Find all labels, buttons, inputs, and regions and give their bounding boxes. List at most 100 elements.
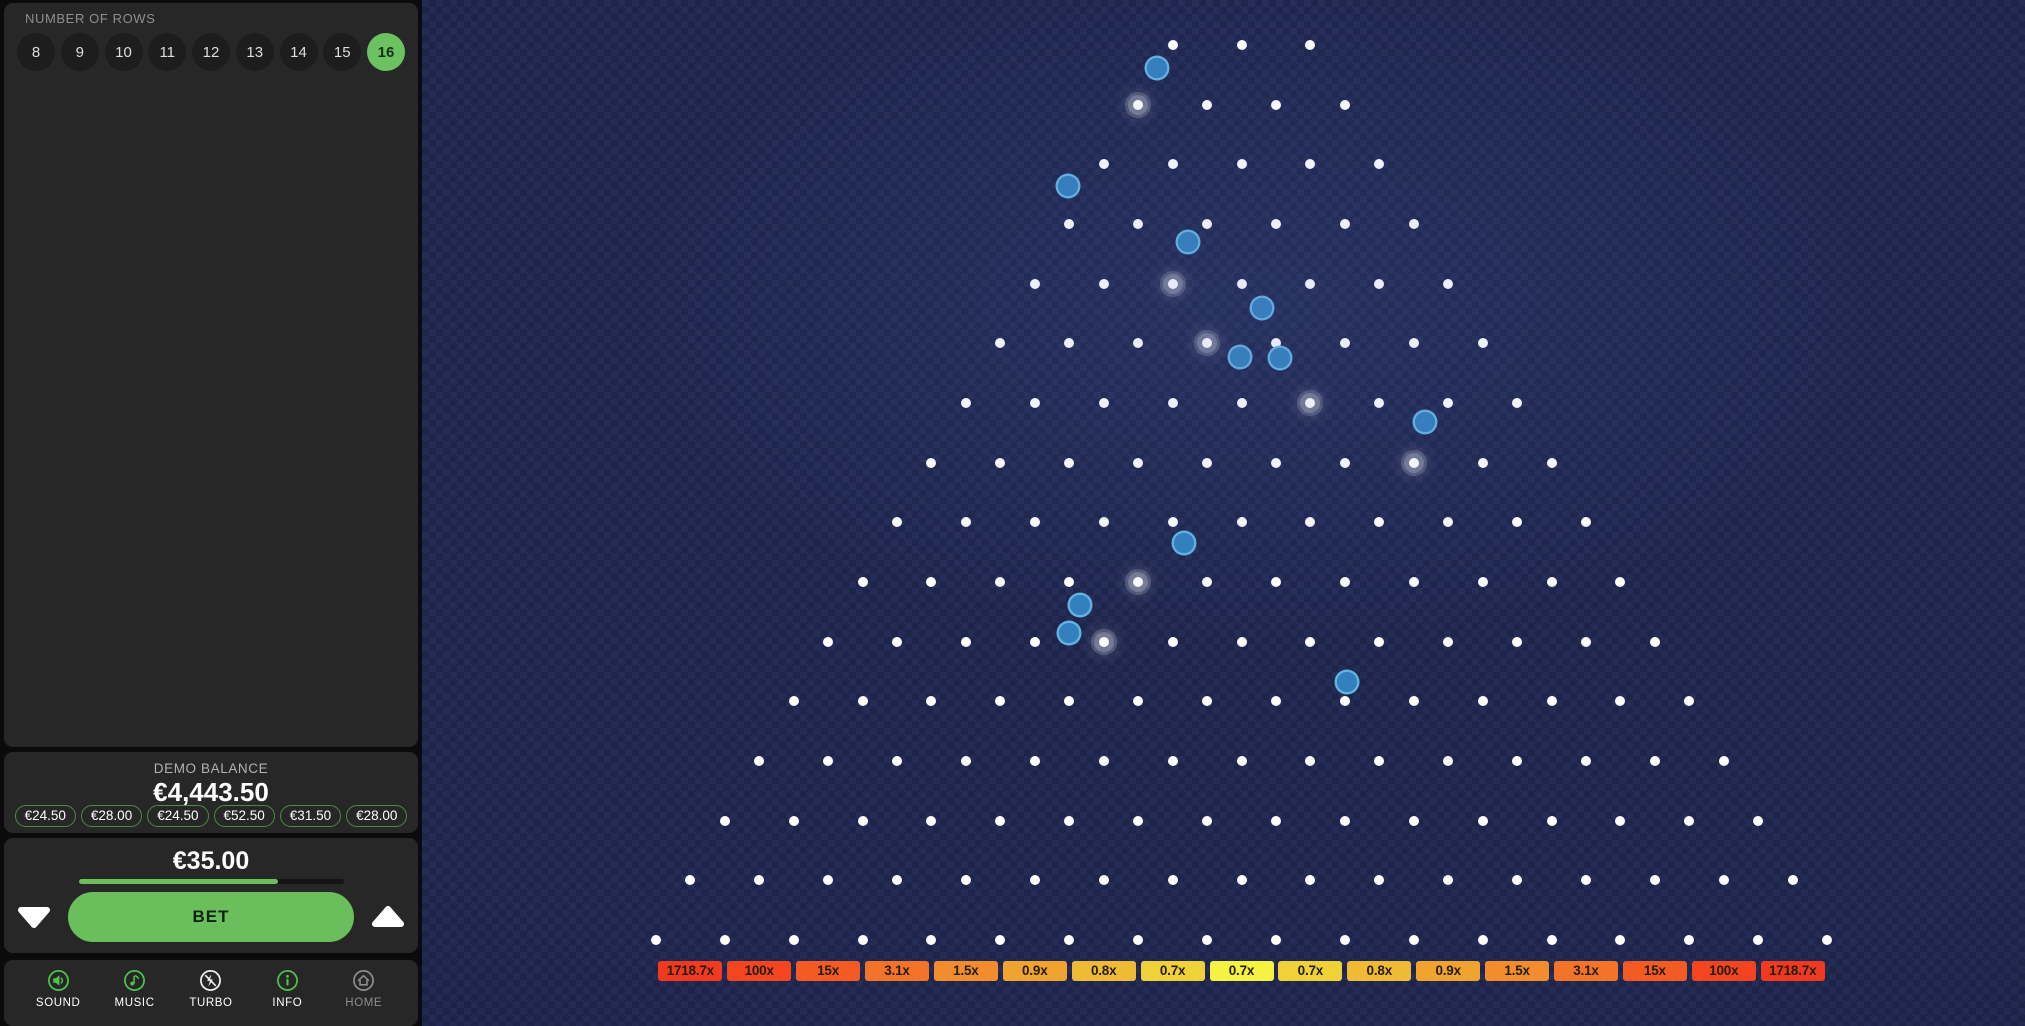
row-option-button-9[interactable]: 9	[60, 33, 99, 71]
toolbar-item-label: MUSIC	[114, 997, 155, 1009]
peg	[1649, 875, 1660, 886]
multiplier-slot: 0.9x	[1416, 961, 1481, 981]
peg	[1374, 398, 1385, 409]
peg	[892, 756, 902, 767]
row-option-button-10[interactable]: 10	[104, 33, 143, 71]
row-option-button-16[interactable]: 16	[367, 33, 405, 71]
peg	[1029, 636, 1040, 647]
peg	[1339, 99, 1350, 110]
row-option-button-8[interactable]: 8	[17, 33, 55, 71]
peg	[995, 815, 1006, 826]
peg	[926, 457, 937, 468]
peg	[1098, 756, 1109, 767]
win-chip: €24.50	[147, 805, 209, 827]
peg	[857, 935, 868, 946]
toolbar-item-music[interactable]: MUSIC	[100, 969, 170, 1009]
peg	[857, 696, 868, 707]
multiplier-slot: 0.7x	[1278, 961, 1343, 981]
peg	[926, 696, 937, 707]
peg	[1098, 517, 1109, 528]
balance-amount: €4,443.50	[153, 777, 269, 807]
win-history: €24.50 €28.00 €24.50 €52.50 €31.50 €28.00	[4, 805, 418, 827]
peg	[995, 935, 1006, 946]
peg	[1305, 517, 1316, 528]
peg	[1339, 457, 1350, 468]
triangle-up-icon	[372, 906, 404, 927]
peg	[788, 696, 799, 707]
peg	[650, 935, 661, 946]
peg	[1581, 636, 1591, 647]
multiplier-slot: 1718.7x	[658, 961, 723, 981]
peg	[1339, 577, 1350, 588]
peg	[1133, 457, 1144, 468]
rows-buttons: 8 9 10 11 12 13 14 15 16	[17, 33, 405, 71]
toolbar-item-label: HOME	[345, 997, 383, 1009]
peg	[960, 636, 971, 647]
peg	[1236, 40, 1247, 50]
peg	[1133, 219, 1144, 229]
toolbar-item-info[interactable]: INFO	[252, 969, 322, 1009]
peg	[788, 935, 799, 946]
bet-button[interactable]: BET	[68, 892, 354, 942]
peg	[1443, 398, 1454, 409]
peg	[1477, 338, 1488, 349]
row-option-button-13[interactable]: 13	[235, 33, 274, 71]
balance-panel: DEMO BALANCE €4,443.50 €24.50 €28.00 €24.5…	[4, 752, 418, 833]
peg	[1305, 40, 1316, 50]
peg	[995, 338, 1006, 349]
music-note-icon	[123, 969, 146, 992]
peg	[1477, 457, 1488, 468]
peg	[1408, 338, 1419, 349]
ball	[1227, 344, 1253, 370]
peg	[1133, 696, 1144, 707]
peg	[1202, 457, 1213, 468]
peg	[1408, 935, 1419, 946]
peg	[1477, 696, 1488, 707]
ball	[1056, 620, 1082, 646]
multiplier-slot: 0.7x	[1140, 961, 1205, 981]
peg	[1305, 875, 1316, 886]
peg	[1339, 338, 1350, 349]
peg-glow	[1305, 398, 1316, 409]
decrease-bet-button[interactable]	[14, 901, 54, 933]
peg	[719, 935, 730, 946]
peg	[1270, 219, 1281, 229]
peg	[1477, 935, 1488, 946]
increase-bet-button[interactable]	[368, 901, 408, 933]
row-option-button-12[interactable]: 12	[192, 33, 230, 71]
row-option-button-14[interactable]: 14	[279, 33, 318, 71]
bet-progress	[79, 879, 344, 884]
multiplier-slot: 100x	[727, 961, 792, 981]
peg	[1477, 577, 1488, 588]
peg	[754, 756, 765, 767]
peg	[995, 577, 1006, 588]
row-option-button-11[interactable]: 11	[148, 33, 187, 71]
peg	[892, 875, 902, 886]
peg	[1029, 756, 1040, 767]
peg	[1098, 398, 1109, 409]
peg	[1167, 40, 1178, 50]
info-icon	[276, 969, 299, 992]
multiplier-slot: 15x	[1622, 961, 1687, 981]
toolbar-item-sound[interactable]: SOUND	[23, 969, 93, 1009]
peg	[995, 696, 1006, 707]
peg	[1443, 756, 1454, 767]
peg	[1615, 696, 1626, 707]
multiplier-slot: 15x	[796, 961, 861, 981]
peg	[1339, 935, 1350, 946]
toolbar-panel: SOUND MUSIC TURBO INFO HOME	[4, 960, 418, 1026]
peg	[1202, 99, 1213, 110]
peg	[1477, 815, 1488, 826]
toolbar-item-label: TURBO	[189, 997, 233, 1009]
ball	[1055, 173, 1081, 199]
sidebar: NUMBER OF ROWS 8 9 10 11 12 13 14 15 16 DEMO BAL…	[0, 0, 422, 1026]
peg	[1270, 696, 1281, 707]
rows-panel: NUMBER OF ROWS 8 9 10 11 12 13 14 15 16	[4, 3, 418, 747]
peg	[823, 756, 834, 767]
peg	[1581, 875, 1591, 886]
row-option-button-15[interactable]: 15	[323, 33, 362, 71]
peg	[1512, 636, 1523, 647]
toolbar-item-turbo[interactable]: TURBO	[176, 969, 246, 1009]
toolbar-item-home[interactable]: HOME	[329, 969, 399, 1009]
peg	[1546, 696, 1557, 707]
